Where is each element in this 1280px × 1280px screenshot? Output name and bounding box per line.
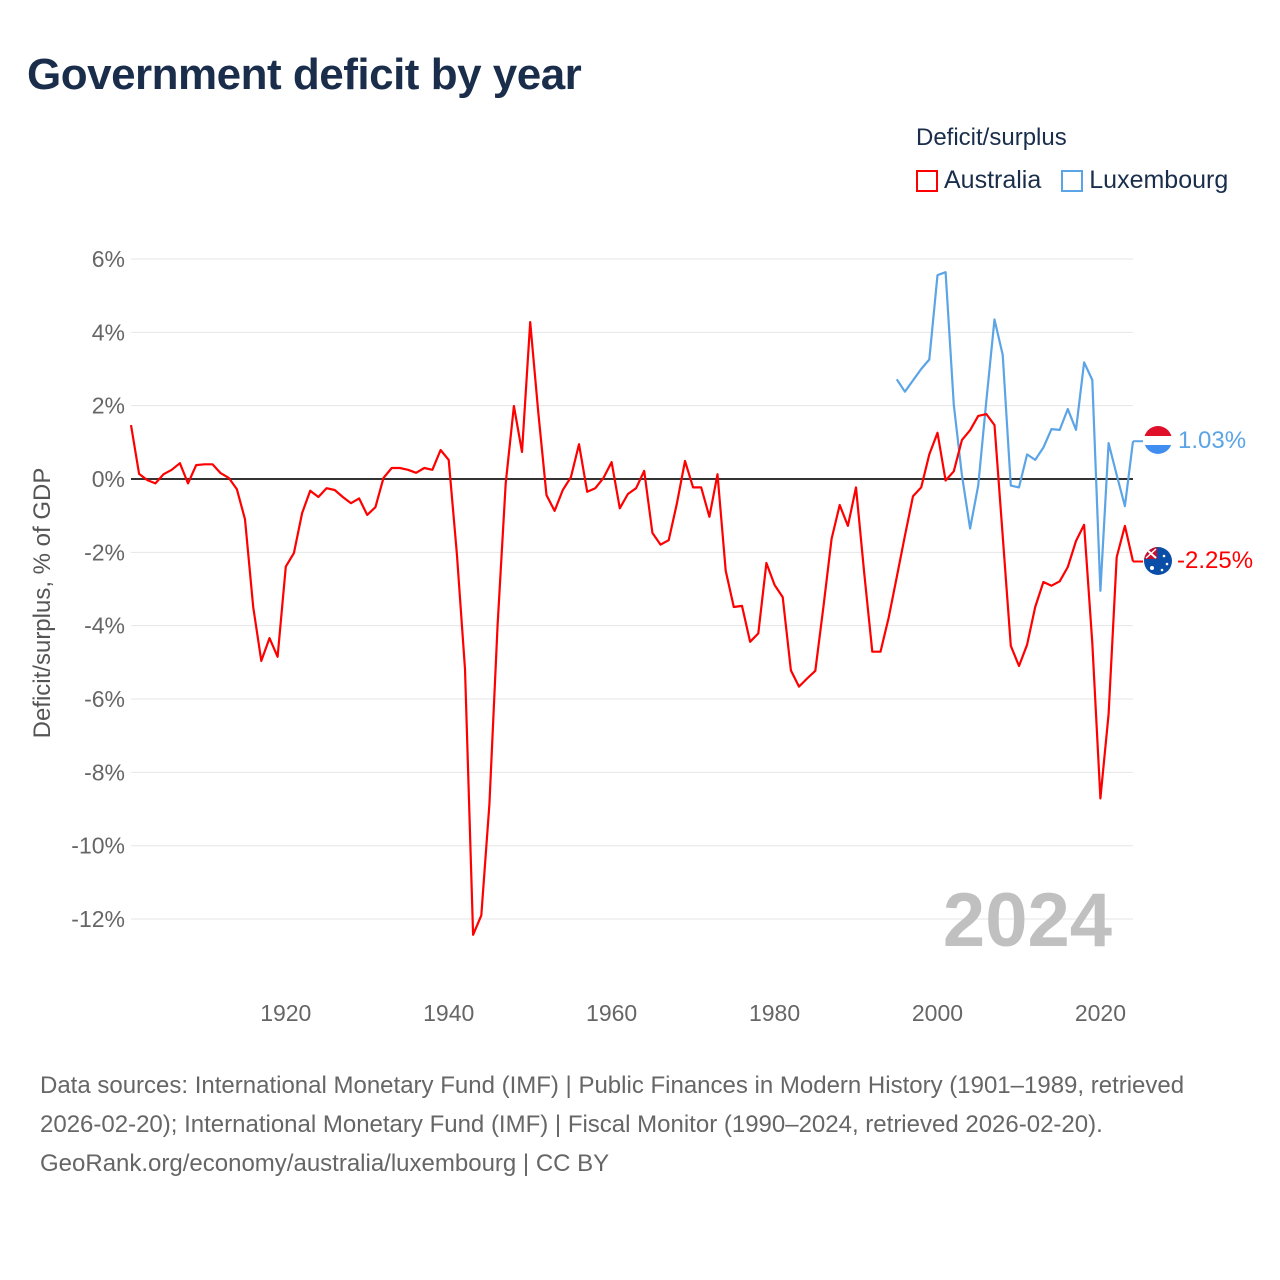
x-tick-label: 1920 (260, 1000, 311, 1026)
y-tick-label: -6% (84, 686, 125, 712)
y-tick-label: -12% (71, 906, 125, 932)
line-chart: 6% 4% 2% 0% -2% -4% -6% -8% -10% -12% 1920 1940 196… (29, 246, 1253, 1026)
chart-title: Government deficit by year (27, 50, 582, 99)
x-tick-label: 2020 (1075, 1000, 1126, 1026)
x-axis-ticks: 1920 1940 1960 1980 2000 2020 (260, 1000, 1126, 1026)
gridlines (131, 258, 1133, 920)
x-tick-label: 1940 (423, 1000, 474, 1026)
series-line-australia (129, 321, 1135, 936)
y-tick-label: 2% (92, 393, 125, 419)
luxembourg-flag-icon (1144, 426, 1172, 454)
y-tick-label: 0% (92, 466, 125, 492)
y-axis-label: Deficit/surplus, % of GDP (29, 468, 56, 739)
legend: Deficit/surplus Australia Luxembourg (916, 124, 1228, 195)
x-tick-label: 1980 (749, 1000, 800, 1026)
y-tick-label: 4% (92, 319, 125, 345)
y-tick-label: -2% (84, 539, 125, 565)
x-tick-label: 2000 (912, 1000, 963, 1026)
end-label-luxembourg: 1.03% (1178, 427, 1246, 454)
y-tick-label: -8% (84, 759, 125, 785)
legend-item-luxembourg[interactable]: Luxembourg (1061, 166, 1228, 195)
source-link[interactable]: GeoRank.org/economy/australia/luxembourg (40, 1150, 517, 1177)
data-sources: Data sources: International Monetary Fun… (40, 1072, 1185, 1138)
end-label-australia: -2.25% (1177, 547, 1253, 574)
legend-swatch-australia (916, 169, 938, 192)
legend-title: Deficit/surplus (916, 124, 1067, 151)
y-axis-ticks: 6% 4% 2% 0% -2% -4% -6% -8% -10% -12% (71, 246, 125, 932)
license: | CC BY (516, 1150, 610, 1177)
y-tick-label: 6% (92, 246, 125, 272)
footer: Data sources: International Monetary Fun… (40, 1066, 1240, 1183)
series-line-luxembourg (895, 271, 1135, 592)
y-tick-label: -4% (84, 613, 125, 639)
year-watermark: 2024 (943, 878, 1112, 963)
legend-swatch-luxembourg (1061, 169, 1084, 192)
legend-label-luxembourg: Luxembourg (1089, 166, 1229, 194)
australia-flag-icon (1144, 547, 1172, 575)
y-tick-label: -10% (71, 833, 125, 859)
legend-item-australia[interactable]: Australia (916, 166, 1041, 195)
x-tick-label: 1960 (586, 1000, 637, 1026)
legend-label-australia: Australia (944, 166, 1042, 194)
